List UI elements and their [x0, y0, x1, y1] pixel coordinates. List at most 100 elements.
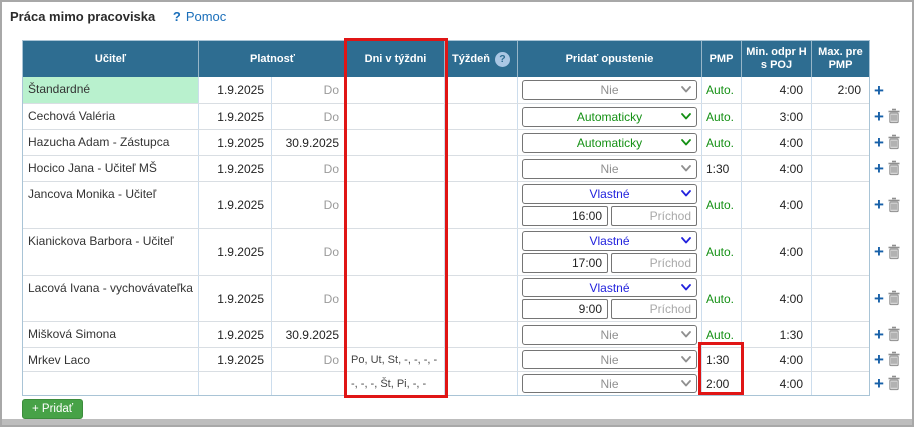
min-odpr-cell: 4:00	[741, 182, 811, 228]
title-bar: Práca mimo pracoviska ? Pomoc	[10, 9, 226, 24]
validity-from-cell[interactable]: 1.9.2025	[198, 276, 271, 321]
validity-to-cell[interactable]: Do	[271, 77, 346, 103]
leave-cell: Nie	[517, 77, 701, 103]
validity-from-value: 1.9.2025	[217, 161, 264, 176]
plus-icon[interactable]: +	[874, 324, 884, 344]
plus-icon[interactable]: +	[874, 288, 884, 308]
max-pmp-cell	[811, 276, 869, 321]
trash-icon[interactable]	[887, 290, 901, 306]
leave-cell: Vlastné	[517, 182, 701, 228]
week-cell	[444, 156, 517, 181]
leave-select-value: Vlastné	[589, 234, 630, 248]
plus-icon[interactable]: +	[874, 242, 884, 261]
table-row: Lacová Ivana - vychovávateľka 1.9.2025 Do V…	[23, 275, 869, 321]
min-odpr-cell: 4:00	[741, 77, 811, 103]
validity-from-cell[interactable]: 1.9.2025	[198, 104, 271, 129]
days-of-week-cell	[346, 104, 444, 129]
trash-icon[interactable]	[887, 108, 901, 124]
validity-from-cell[interactable]: 1.9.2025	[198, 229, 271, 275]
chevron-down-icon	[681, 112, 691, 120]
leave-time-input[interactable]	[522, 206, 608, 226]
leave-time-input[interactable]	[522, 299, 608, 319]
leave-select[interactable]: Nie	[522, 324, 697, 345]
leave-select[interactable]: Nie	[522, 158, 697, 179]
chevron-down-icon	[681, 237, 691, 244]
trash-icon[interactable]	[887, 375, 901, 391]
validity-to-cell[interactable]: Do	[271, 156, 346, 181]
pmp-cell: Auto.	[701, 77, 741, 103]
min-odpr-cell: 4:00	[741, 229, 811, 275]
plus-icon[interactable]: +	[874, 195, 884, 214]
teacher-cell: Kianickova Barbora - Učiteľ	[28, 234, 174, 248]
plus-icon[interactable]: +	[874, 349, 884, 369]
leave-select[interactable]: Vlastné	[522, 278, 697, 297]
leave-select[interactable]: Automaticky	[522, 106, 697, 127]
leave-arrival-input[interactable]	[611, 206, 697, 226]
validity-from-cell[interactable]: 1.9.2025	[198, 77, 271, 103]
page-title: Práca mimo pracoviska	[10, 9, 156, 24]
plus-icon[interactable]: +	[874, 106, 884, 126]
days-of-week-cell	[346, 77, 444, 103]
max-pmp-cell	[811, 322, 869, 347]
leave-select-value: Vlastné	[589, 280, 630, 295]
days-of-week-cell: Po, Ut, St, -, -, -, -	[346, 348, 444, 371]
leave-select[interactable]: Nie	[522, 80, 697, 100]
trash-icon[interactable]	[887, 326, 901, 342]
validity-from-cell[interactable]	[198, 372, 271, 395]
teacher-cell: Mrkev Laco	[28, 353, 91, 367]
max-pmp-cell	[811, 130, 869, 155]
plus-icon[interactable]: +	[874, 132, 884, 152]
validity-from-cell[interactable]: 1.9.2025	[198, 348, 271, 371]
week-cell	[444, 130, 517, 155]
plus-icon[interactable]: +	[874, 158, 884, 178]
trash-icon[interactable]	[887, 197, 901, 213]
validity-from-cell[interactable]: 1.9.2025	[198, 130, 271, 155]
validity-to-cell[interactable]: Do	[271, 348, 346, 371]
validity-to-cell[interactable]: 30.9.2025	[271, 130, 346, 155]
leave-select[interactable]: Nie	[522, 350, 697, 369]
leave-select[interactable]: Vlastné	[522, 231, 697, 251]
max-pmp-cell: 2:00	[811, 77, 869, 103]
days-of-week-cell	[346, 322, 444, 347]
add-row-button[interactable]: + Pridať	[22, 399, 84, 419]
chevron-down-icon	[681, 284, 691, 291]
validity-to-cell[interactable]: Do	[271, 229, 346, 275]
teacher-cell: Hazucha Adam - Zástupca	[28, 135, 170, 149]
chevron-down-icon	[681, 380, 691, 387]
validity-from-value: 1.9.2025	[217, 327, 264, 342]
validity-from-cell[interactable]: 1.9.2025	[198, 182, 271, 228]
help-link[interactable]: ? Pomoc	[173, 9, 226, 24]
validity-from-value: 1.9.2025	[217, 245, 264, 259]
plus-icon[interactable]: +	[874, 80, 884, 100]
validity-to-cell[interactable]: Do	[271, 182, 346, 228]
trash-icon[interactable]	[887, 351, 901, 367]
week-cell	[444, 182, 517, 228]
validity-from-cell[interactable]: 1.9.2025	[198, 156, 271, 181]
min-odpr-cell: 3:00	[741, 104, 811, 129]
leave-select-value: Nie	[600, 327, 619, 342]
row-actions: +	[874, 129, 901, 155]
question-circle-icon[interactable]: ?	[494, 51, 510, 67]
trash-icon[interactable]	[887, 244, 901, 260]
validity-to-cell[interactable]	[271, 372, 346, 395]
validity-to-cell[interactable]: Do	[271, 276, 346, 321]
leave-time-input[interactable]	[522, 253, 608, 273]
leave-arrival-input[interactable]	[611, 299, 697, 319]
plus-icon[interactable]: +	[874, 373, 884, 393]
leave-select[interactable]: Vlastné	[522, 184, 697, 204]
trash-icon[interactable]	[887, 160, 901, 176]
validity-to-cell[interactable]: 30.9.2025	[271, 322, 346, 347]
header-teacher: Učiteľ	[94, 52, 127, 65]
validity-to-placeholder: Do	[323, 352, 339, 367]
leave-arrival-input[interactable]	[611, 253, 697, 273]
validity-to-cell[interactable]: Do	[271, 104, 346, 129]
trash-icon[interactable]	[887, 134, 901, 150]
table-row: Mrkev Laco 1.9.2025 Do Po, Ut, St, -, -, -,…	[23, 347, 869, 371]
actions-header-spacer	[874, 40, 901, 77]
leave-cell: Nie	[517, 156, 701, 181]
leave-select[interactable]: Nie	[522, 374, 697, 393]
validity-from-cell[interactable]: 1.9.2025	[198, 322, 271, 347]
leave-select[interactable]: Automaticky	[522, 132, 697, 153]
chevron-down-icon	[681, 86, 691, 93]
